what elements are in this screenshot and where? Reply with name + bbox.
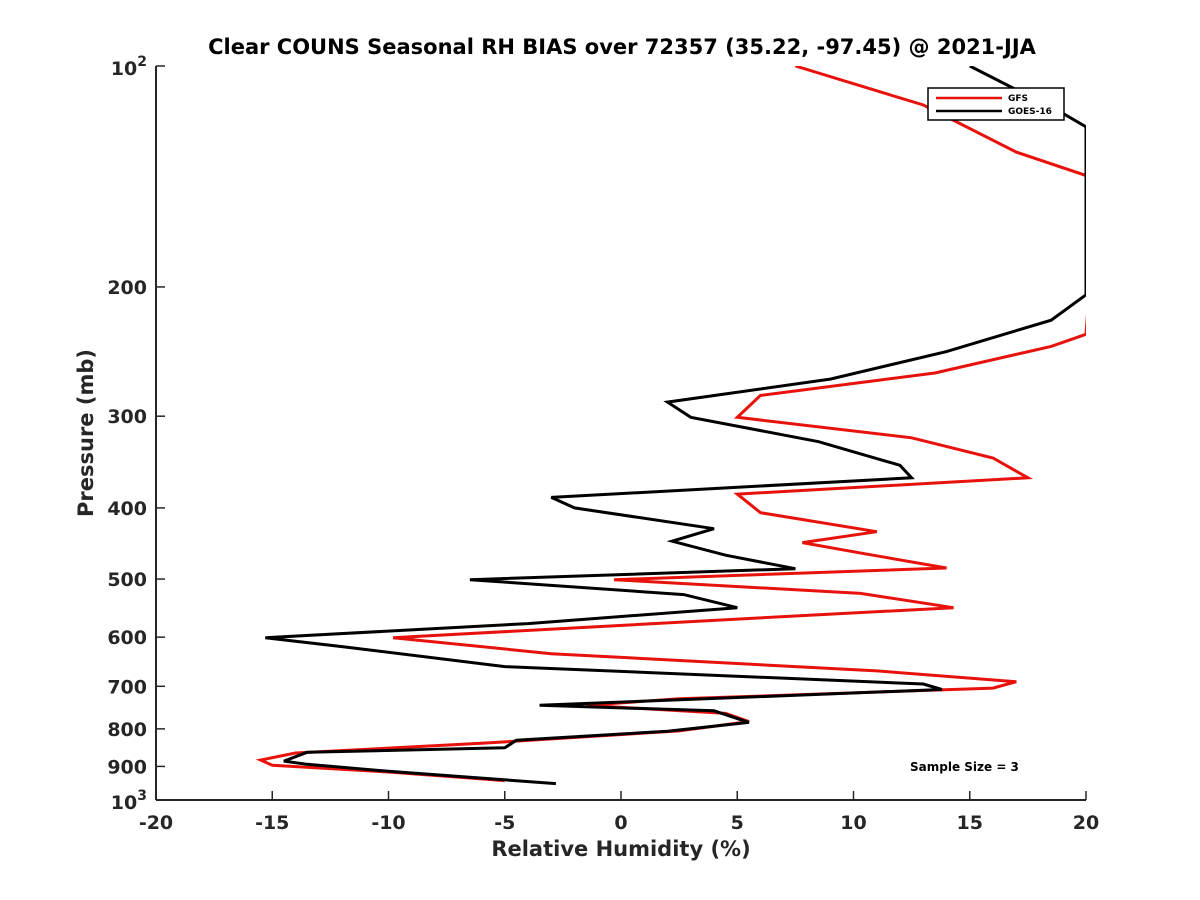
x-tick-label: 15 (957, 812, 983, 834)
y-tick-label: 900 (107, 756, 147, 778)
legend: GFS GOES-16 (927, 87, 1065, 121)
x-tick-label: -5 (494, 812, 515, 834)
sample-size-annotation: Sample Size = 3 (910, 760, 1019, 774)
x-tick-label: 10 (840, 812, 866, 834)
x-tick-label: -20 (139, 812, 173, 834)
y-tick-label: 800 (107, 719, 147, 741)
plot-area: -20 -15 -10 -5 0 5 10 15 20 200 300 400 500 600 700 80… (107, 54, 1099, 834)
y-tick-label-power: 102 (111, 54, 147, 80)
y-tick-label: 200 (107, 277, 147, 299)
y-ticks: 200 300 400 500 600 700 800 900 102 103 (107, 54, 165, 814)
y-tick-label: 400 (107, 498, 147, 520)
x-tick-label: -15 (255, 812, 289, 834)
y-tick-label: 300 (107, 406, 147, 428)
x-tick-label: -10 (371, 812, 405, 834)
y-tick-label: 600 (107, 627, 147, 649)
chart-title: Clear COUNS Seasonal RH BIAS over 72357 … (208, 35, 1037, 59)
x-axis-label: Relative Humidity (%) (491, 837, 750, 861)
series-line-goes16 (265, 66, 1086, 786)
legend-label-gfs: GFS (1008, 94, 1028, 104)
y-tick-label: 700 (107, 676, 147, 698)
y-axis-label: Pressure (mb) (74, 349, 98, 517)
series-layer (255, 66, 1086, 786)
x-ticks: -20 -15 -10 -5 0 5 10 15 20 (139, 791, 1099, 834)
y-tick-label-power: 103 (111, 788, 147, 814)
y-tick-label: 500 (107, 569, 147, 591)
x-tick-label: 20 (1073, 812, 1099, 834)
x-tick-label: 0 (614, 812, 627, 834)
legend-box (927, 87, 1065, 121)
legend-label-goes16: GOES-16 (1008, 107, 1052, 117)
x-tick-label: 5 (731, 812, 744, 834)
